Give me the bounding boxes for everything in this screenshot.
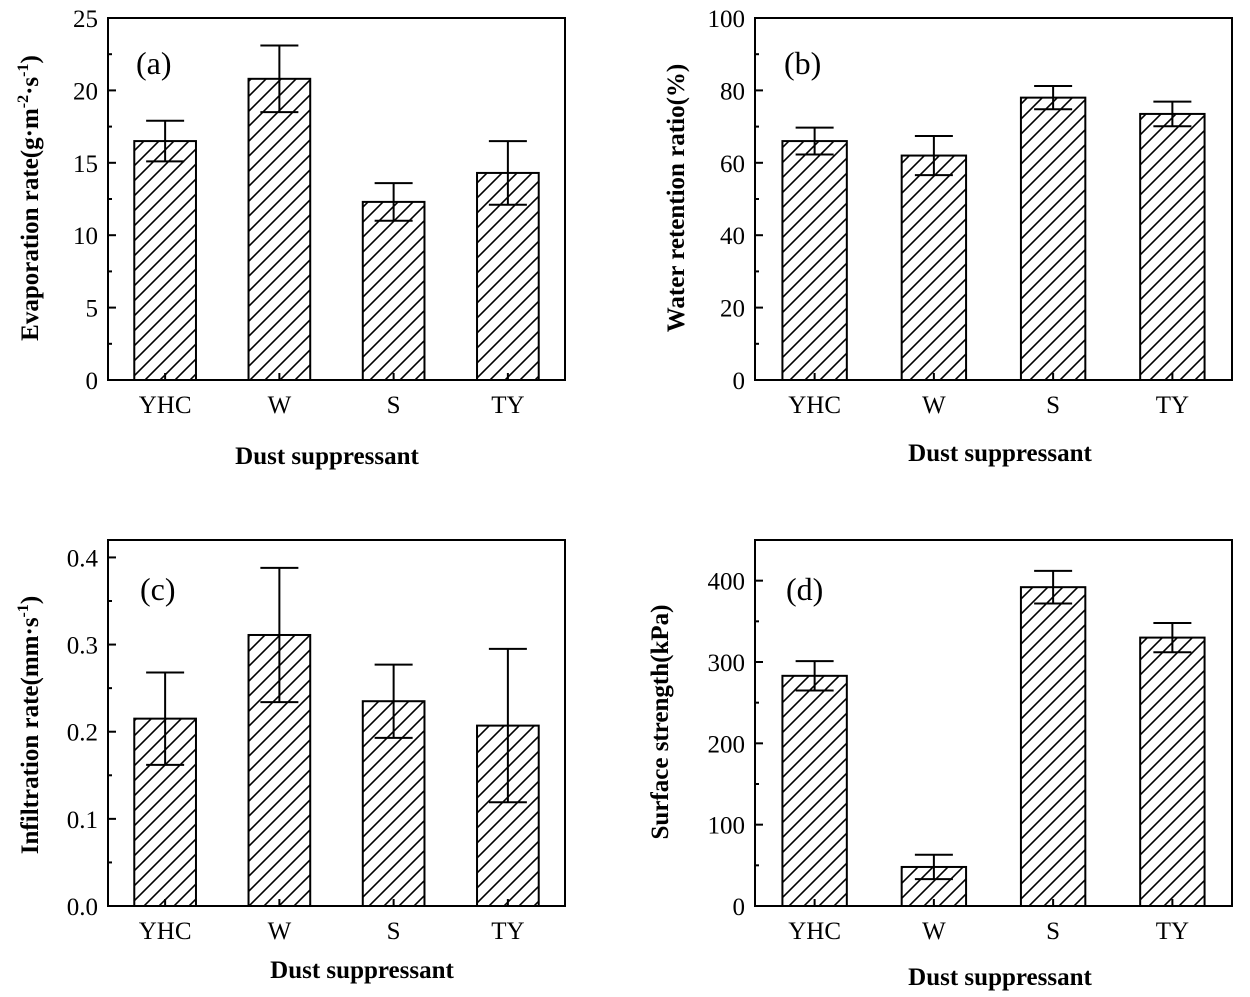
y-tick-label: 100 [708, 6, 746, 33]
y-tick-label: 15 [73, 151, 98, 178]
y-axis-title-part: ) [17, 55, 44, 63]
x-tick-label: TY [491, 918, 524, 945]
panel-label: (b) [784, 45, 821, 81]
plot-frame [754, 17, 1233, 381]
bar-yhc [781, 674, 848, 907]
error-bar-yhc [146, 671, 185, 766]
y-axis-title-part: ) [17, 596, 44, 604]
x-tick-label: TY [491, 392, 524, 419]
error-bar-ty [488, 647, 527, 804]
y-axis-title-part: Evaporation rate(g·m [17, 108, 44, 341]
y-tick-label: 5 [86, 296, 99, 323]
bar-ty [1139, 636, 1206, 907]
y-axis-title: Water retention ratio(%) [663, 64, 690, 332]
bar-s [1019, 586, 1087, 907]
x-tick-label: S [387, 918, 401, 945]
y-tick-label: 0 [86, 368, 99, 395]
panel-a: (a) Dust suppressant Evaporation rate(g·… [15, 6, 566, 470]
y-tick-label: 10 [73, 223, 98, 250]
y-axis-title-sup: -2 [15, 95, 32, 108]
error-bar-yhc [795, 660, 834, 692]
plot-frame [754, 539, 1233, 907]
bar-ty [1139, 112, 1206, 382]
error-bar-ty [1153, 100, 1192, 128]
x-tick-label: YHC [788, 392, 841, 419]
panel-label: (c) [140, 571, 176, 607]
y-tick-label: 400 [708, 569, 746, 596]
y-axis-title-part: Infiltration rate(mm·s [17, 617, 44, 854]
y-tick-label: 0.1 [67, 807, 98, 834]
x-tick-label: W [268, 392, 292, 419]
y-tick-label: 0 [733, 894, 746, 921]
x-tick-label: S [387, 392, 401, 419]
y-tick-label: 300 [708, 650, 746, 677]
error-bar-yhc [795, 126, 834, 156]
bar-ty [476, 171, 540, 381]
bar-yhc [781, 140, 848, 381]
y-tick-label: 200 [708, 731, 746, 758]
error-bar-ty [1153, 621, 1192, 654]
x-tick-label: TY [1156, 918, 1189, 945]
x-tick-label: YHC [139, 392, 192, 419]
panel-d: (d) Dust suppressant Surface strength(kP… [647, 539, 1233, 991]
y-tick-label: 0 [733, 368, 746, 395]
y-axis-title: Surface strength(kPa) [647, 605, 674, 840]
error-bar-yhc [146, 119, 185, 163]
panel-c: (c) Dust suppressant Infiltration rate(m… [15, 539, 566, 984]
panel-b: (b) Dust suppressant Water retention rat… [663, 6, 1233, 467]
bar-w [900, 154, 968, 381]
y-axis-title-sup: -1 [15, 63, 32, 76]
y-tick-label: 40 [720, 223, 745, 250]
error-bar-s [1034, 85, 1073, 111]
y-axis-title: Evaporation rate(g·m-2·s-1) [15, 55, 44, 341]
y-tick-label: 100 [708, 813, 746, 840]
y-tick-label: 80 [720, 78, 745, 105]
x-tick-label: W [922, 392, 946, 419]
y-tick-label: 20 [720, 296, 745, 323]
x-tick-label: TY [1156, 392, 1189, 419]
bar-s [1019, 96, 1087, 381]
x-axis-title: Dust suppressant [270, 957, 454, 984]
error-bar-w [914, 853, 953, 881]
plot-frame [107, 17, 566, 381]
x-tick-label: W [268, 918, 292, 945]
x-tick-label: W [922, 918, 946, 945]
x-tick-label: YHC [139, 918, 192, 945]
x-tick-label: S [1046, 918, 1060, 945]
y-axis-title: Infiltration rate(mm·s-1) [15, 596, 44, 854]
y-axis-title-part: ·s [17, 77, 44, 95]
y-tick-label: 20 [73, 78, 98, 105]
error-bar-w [260, 44, 299, 114]
y-tick-label: 25 [73, 6, 98, 33]
error-bar-w [914, 135, 953, 177]
bar-s [361, 200, 426, 381]
error-bar-s [374, 663, 413, 739]
y-tick-label: 60 [720, 151, 745, 178]
error-bar-s [1034, 569, 1073, 605]
x-axis-title: Dust suppressant [235, 443, 419, 470]
x-tick-label: YHC [788, 918, 841, 945]
bar-w [247, 633, 312, 907]
y-axis-title-sup: -1 [15, 604, 32, 617]
panel-label: (a) [136, 45, 172, 81]
y-tick-label: 0.3 [67, 633, 98, 660]
error-bar-w [260, 566, 299, 704]
x-axis-title: Dust suppressant [908, 964, 1092, 991]
plot-frame [107, 539, 566, 907]
error-bar-ty [488, 140, 527, 206]
y-tick-label: 0.2 [67, 720, 98, 747]
y-tick-label: 0.0 [67, 894, 98, 921]
bar-w [247, 77, 312, 381]
bar-yhc [133, 140, 197, 381]
panel-label: (d) [786, 571, 823, 607]
error-bar-s [374, 182, 413, 222]
x-axis-title: Dust suppressant [908, 440, 1092, 467]
x-tick-label: S [1046, 392, 1060, 419]
y-tick-label: 0.4 [67, 545, 99, 572]
